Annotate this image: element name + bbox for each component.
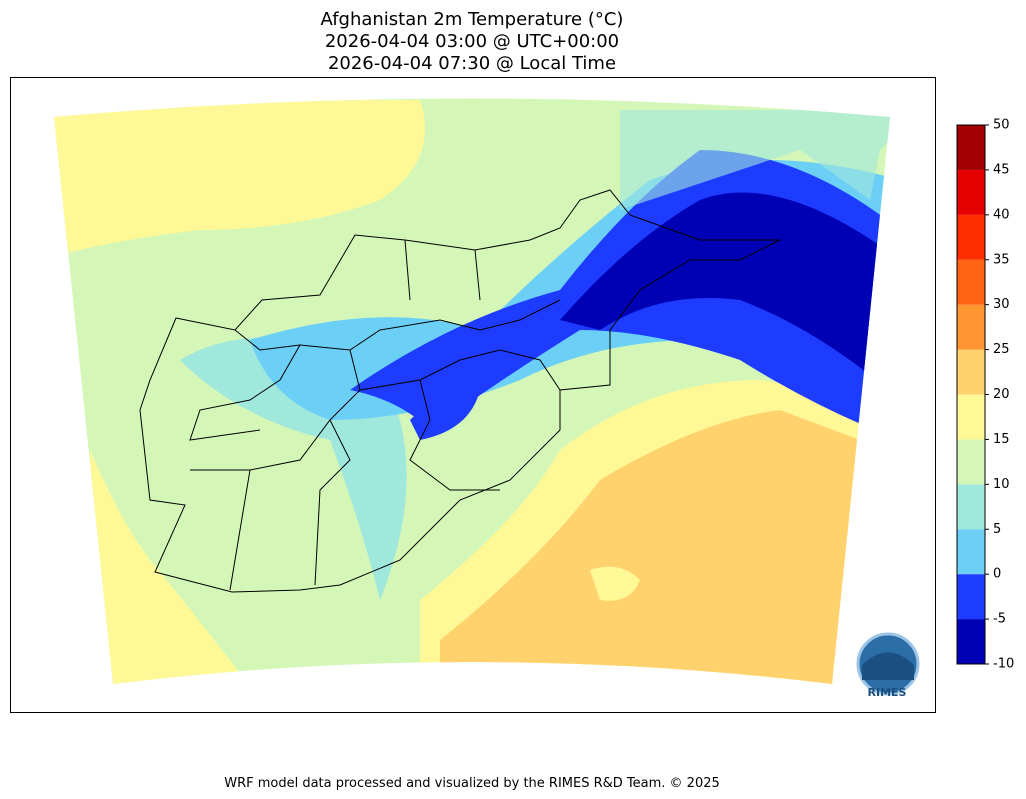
colorbar-segment — [957, 484, 985, 530]
logo: RIMES — [856, 632, 920, 699]
title-line: 2026-04-04 03:00 @ UTC+00:00 — [325, 31, 619, 52]
colorbar-tick-label: -10 — [993, 657, 1014, 672]
colorbar-tick-label: -5 — [993, 612, 1006, 627]
colorbar-tick-label: 0 — [993, 567, 1001, 582]
colorbar-tick-label: 30 — [993, 297, 1010, 312]
colorbar-tick-label: 40 — [993, 207, 1010, 222]
colorbar-segment — [957, 439, 985, 485]
colorbar-segment — [957, 259, 985, 305]
colorbar-segment — [957, 394, 985, 440]
colorbar-segment — [957, 349, 985, 395]
colorbar-segment — [957, 169, 985, 215]
colorbar-segment — [957, 574, 985, 620]
colorbar-tick-label: 50 — [993, 118, 1010, 133]
colorbar-tick-label: 15 — [993, 432, 1010, 447]
colorbar-segment — [957, 619, 985, 664]
map-frame — [10, 77, 936, 713]
logo-text: RIMES — [868, 686, 907, 699]
map: RIMES — [10, 77, 936, 713]
title-line: Afghanistan 2m Temperature (°C) — [321, 9, 624, 30]
title-line: 2026-04-04 07:30 @ Local Time — [328, 53, 616, 74]
colorbar-tick-label: 35 — [993, 252, 1010, 267]
province-border — [189, 239, 561, 591]
colorbar-tick-label: 45 — [993, 162, 1010, 177]
colorbar-tick-label: 10 — [993, 477, 1010, 492]
country-border — [139, 189, 781, 593]
footer: WRF model data processed and visualized … — [224, 776, 720, 791]
colorbar-segment — [957, 214, 985, 260]
colorbar: -10 -5 0 5 10 15 20 25 30 35 40 45 50 — [956, 118, 1014, 672]
colorbar-segment — [957, 304, 985, 350]
colorbar-segment — [957, 125, 985, 170]
colorbar-tick-label: 20 — [993, 387, 1010, 402]
colorbar-tick-label: 25 — [993, 342, 1010, 357]
colorbar-tick-label: 5 — [993, 522, 1001, 537]
colorbar-segment — [957, 529, 985, 575]
